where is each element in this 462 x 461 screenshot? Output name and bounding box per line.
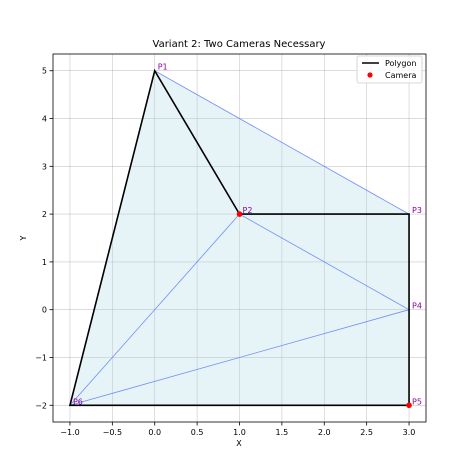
x-tick-label: 1.0 [233, 428, 246, 437]
x-tick-label: 0.5 [191, 428, 204, 437]
visibility-line [239, 213, 410, 311]
visibility-line [69, 309, 410, 406]
point-label: P6 [73, 397, 83, 406]
camera-point [236, 211, 243, 217]
x-axis-ticks: −1.0 −0.5 0.0 0.5 1.0 1.5 2.0 2.5 3.0 [60, 422, 415, 437]
visibility-area [69, 70, 410, 406]
y-tick-label: 5 [42, 67, 47, 76]
x-axis-label: X [236, 439, 242, 448]
y-axis-ticks: −2 −1 0 1 2 3 4 5 [35, 67, 53, 410]
visibility-lines [69, 70, 410, 406]
y-tick-label: 3 [42, 162, 47, 171]
x-tick-label: −0.5 [103, 428, 122, 437]
y-tick-label: −1 [35, 353, 47, 362]
point-label: P3 [412, 206, 422, 215]
visibility-line [154, 70, 410, 215]
x-tick-label: 2.5 [360, 428, 373, 437]
legend: Polygon Camera [356, 55, 423, 84]
point-label: P2 [243, 206, 253, 215]
y-tick-label: 0 [42, 306, 47, 315]
y-tick-label: 2 [42, 210, 47, 219]
x-tick-label: 1.5 [276, 428, 289, 437]
point-label: P5 [412, 397, 422, 406]
x-tick-label: 3.0 [403, 428, 416, 437]
x-tick-label: 0.0 [148, 428, 161, 437]
visibility-line [69, 213, 240, 406]
x-tick-label: 2.0 [318, 428, 331, 437]
point-label: P1 [158, 63, 168, 72]
y-axis-label: Y [19, 235, 28, 241]
y-tick-label: 4 [42, 115, 47, 124]
cameras [236, 211, 412, 409]
point-label: P4 [412, 302, 422, 311]
y-tick-label: −2 [35, 401, 47, 410]
chart-title: Variant 2: Two Cameras Necessary [153, 39, 326, 50]
legend-camera-swatch [367, 72, 373, 78]
y-tick-label: 1 [42, 258, 47, 267]
point-labels: P1 P2 P3 P4 P5 P6 [73, 63, 422, 407]
visibility-region [69, 70, 410, 406]
legend-polygon-label: Polygon [385, 59, 416, 68]
x-tick-label: −1.0 [60, 428, 79, 437]
camera-point [406, 402, 412, 409]
legend-camera-label: Camera [385, 71, 416, 80]
